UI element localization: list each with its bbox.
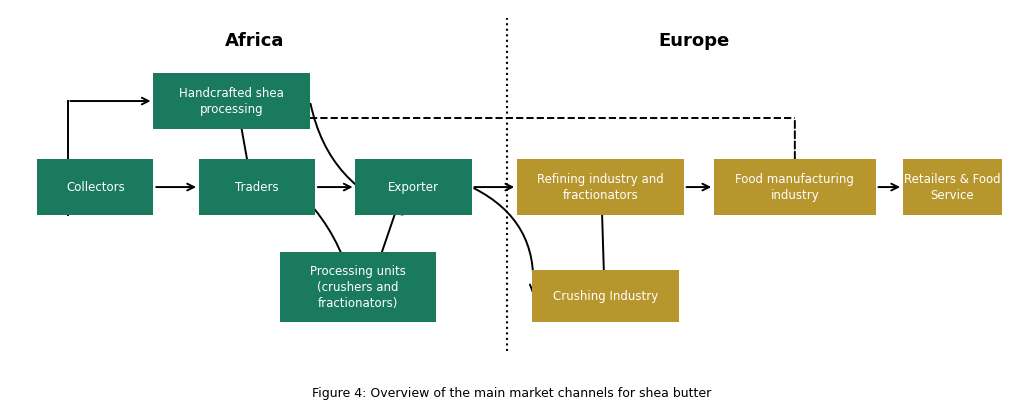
FancyBboxPatch shape xyxy=(199,159,315,215)
FancyBboxPatch shape xyxy=(532,270,679,322)
FancyBboxPatch shape xyxy=(37,159,154,215)
Text: Traders: Traders xyxy=(236,181,279,194)
Text: Collectors: Collectors xyxy=(66,181,125,194)
Text: Refining industry and
fractionators: Refining industry and fractionators xyxy=(537,173,664,202)
Text: Food manufacturing
industry: Food manufacturing industry xyxy=(735,173,854,202)
Text: Figure 4: Overview of the main market channels for shea butter: Figure 4: Overview of the main market ch… xyxy=(312,387,712,400)
FancyBboxPatch shape xyxy=(903,159,1001,215)
Text: Europe: Europe xyxy=(658,32,729,50)
Text: Exporter: Exporter xyxy=(388,181,439,194)
FancyBboxPatch shape xyxy=(280,252,436,322)
Text: Crushing Industry: Crushing Industry xyxy=(553,290,658,303)
FancyBboxPatch shape xyxy=(154,73,310,129)
FancyBboxPatch shape xyxy=(714,159,876,215)
FancyBboxPatch shape xyxy=(355,159,472,215)
Text: Handcrafted shea
processing: Handcrafted shea processing xyxy=(179,86,284,116)
FancyBboxPatch shape xyxy=(517,159,684,215)
Text: Retailers & Food
Service: Retailers & Food Service xyxy=(904,173,1000,202)
Text: Processing units
(crushers and
fractionators): Processing units (crushers and fractiona… xyxy=(310,265,406,310)
Text: Africa: Africa xyxy=(224,32,284,50)
